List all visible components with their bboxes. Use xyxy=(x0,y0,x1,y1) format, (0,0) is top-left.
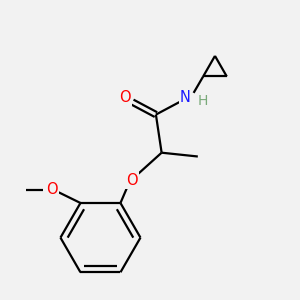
Text: H: H xyxy=(198,94,208,108)
Text: O: O xyxy=(46,182,58,197)
Text: O: O xyxy=(126,172,138,188)
Text: O: O xyxy=(119,90,130,105)
Text: N: N xyxy=(180,90,191,105)
